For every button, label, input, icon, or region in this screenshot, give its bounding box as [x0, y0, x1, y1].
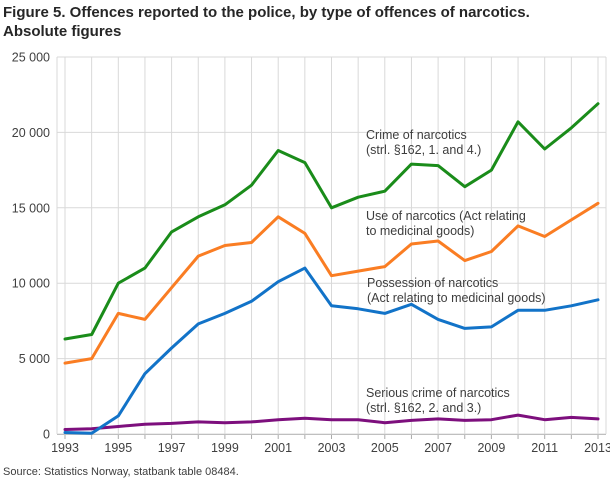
x-axis-tick-label: 2007	[424, 441, 452, 455]
x-axis-tick-label: 2011	[531, 441, 558, 455]
crime-of-narcotics-label: Crime of narcotics (strl. §162, 1. and 4.…	[366, 128, 481, 158]
y-axis-tick-label: 0	[43, 428, 50, 442]
x-axis-tick-label: 2009	[477, 441, 505, 455]
x-axis-tick-label: 1993	[51, 441, 79, 455]
use-of-narcotics-label-line: to medicinal goods)	[366, 224, 475, 238]
series-line-use-of-narcotics-act-relating-to-medicinal-goods	[63, 201, 600, 365]
use-of-narcotics-label-line: Use of narcotics (Act relating	[366, 209, 526, 223]
y-axis-tick-label: 10 000	[12, 277, 50, 291]
chart-title-line1: Figure 5. Offences reported to the polic…	[3, 4, 530, 21]
x-axis-tick-label: 2013	[584, 441, 610, 455]
y-axis-tick-label: 20 000	[12, 126, 50, 140]
possession-of-narcotics-label-line: (Act relating to medicinal goods)	[367, 291, 546, 305]
x-axis-tick-label: 1997	[158, 441, 186, 455]
possession-of-narcotics-label-line: Possession of narcotics	[367, 276, 499, 290]
series-line-possession-of-narcotics-act-relating-to-medicinal-goods	[63, 266, 600, 435]
possession-of-narcotics-label: Possession of narcotics (Act relating to …	[367, 276, 546, 306]
chart-title-line2: Absolute figures	[3, 23, 122, 40]
chart-title: Figure 5. Offences reported to the polic…	[3, 3, 603, 41]
x-axis-tick-label: 2003	[318, 441, 346, 455]
series-line-crime-of-narcotics-strl-162-1-and-4	[63, 102, 600, 341]
use-of-narcotics-label: Use of narcotics (Act relating to medicin…	[366, 209, 526, 239]
serious-crime-label-line: (strl. §162, 2. and 3.)	[366, 401, 482, 415]
serious-crime-label: Serious crime of narcotics (strl. §162, 2…	[366, 386, 510, 416]
crime-of-narcotics-label-line: (strl. §162, 1. and 4.)	[366, 143, 482, 157]
x-axis-tick-label: 2001	[264, 441, 292, 455]
y-axis-tick-label: 15 000	[12, 201, 50, 215]
x-axis-tick-label: 1995	[104, 441, 132, 455]
source-note: Source: Statistics Norway, statbank tabl…	[3, 466, 239, 478]
y-axis-tick-label: 5 000	[19, 352, 50, 366]
x-axis-tick-label: 2005	[371, 441, 399, 455]
y-axis-tick-label: 25 000	[12, 51, 50, 65]
x-axis-tick-label: 1999	[211, 441, 239, 455]
serious-crime-label-line: Serious crime of narcotics	[366, 386, 510, 400]
series-line-serious-crime-of-narcotics-strl-162-2-and-3	[63, 413, 600, 431]
crime-of-narcotics-label-line: Crime of narcotics	[366, 128, 467, 142]
